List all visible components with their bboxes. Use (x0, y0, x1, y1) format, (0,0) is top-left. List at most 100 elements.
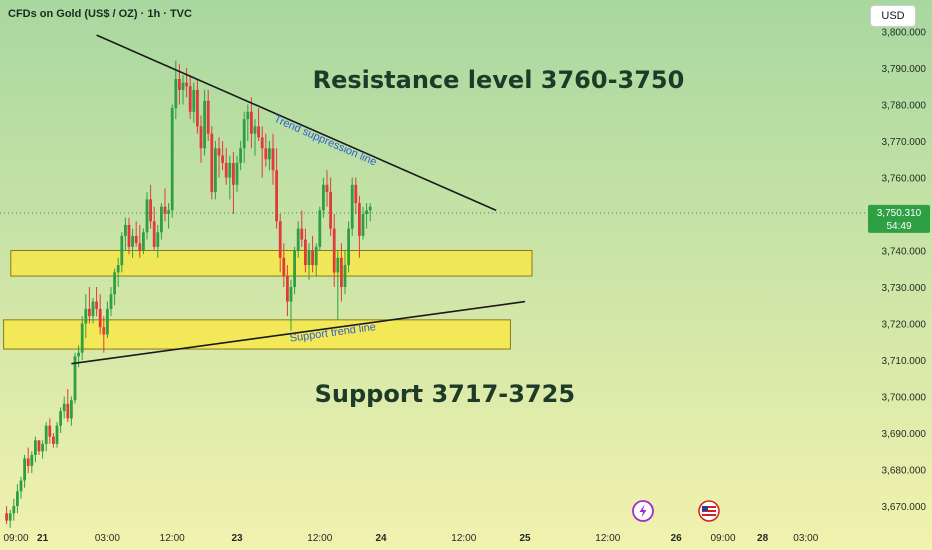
candle (365, 203, 368, 229)
candle-body (156, 232, 160, 247)
x-tick-label: 12:00 (595, 533, 620, 544)
candle-body (185, 82, 188, 87)
lightning-icon[interactable] (632, 500, 654, 522)
candle-body (98, 308, 102, 328)
resistance-annotation: Resistance level 3760-3750 (313, 66, 685, 94)
candle-body (34, 440, 37, 455)
candle-body (48, 425, 52, 437)
candle-body (145, 199, 149, 233)
candle-body (95, 301, 98, 309)
candle-body (19, 480, 23, 492)
candle-body (178, 78, 181, 90)
candle (350, 177, 354, 236)
candle (347, 221, 350, 273)
candle (304, 228, 307, 273)
candle (145, 192, 149, 240)
candle-body (242, 119, 246, 149)
candle (214, 141, 217, 200)
candle-body (228, 162, 232, 178)
candle (239, 141, 242, 171)
candle-body (152, 221, 156, 247)
candle-body (257, 126, 260, 138)
candle-body (296, 228, 300, 251)
candle-body (217, 148, 221, 156)
candle (134, 221, 138, 247)
candle (235, 155, 239, 193)
candle-body (221, 155, 224, 163)
candle-body (160, 206, 163, 233)
candle (156, 224, 160, 258)
candle (80, 316, 84, 360)
candle (8, 509, 12, 528)
candle-body (264, 148, 268, 160)
y-tick-label: 3,800.000 (882, 28, 927, 39)
candle (340, 243, 343, 302)
candle-body (278, 221, 282, 258)
symbol-title: CFDs on Gold (US$ / OZ) · 1h · TVC (8, 8, 192, 20)
candle-body (134, 235, 138, 244)
candle-body (224, 162, 228, 178)
candle-body (109, 294, 113, 309)
candle (188, 75, 192, 120)
candle-body (167, 210, 170, 214)
candle-body (347, 228, 350, 266)
candle (314, 243, 318, 277)
x-tick-label: 28 (757, 533, 769, 544)
icon-layer (632, 500, 720, 522)
candle (282, 243, 286, 287)
x-tick-label: 21 (37, 533, 49, 544)
candle-body (368, 206, 372, 211)
candle (278, 214, 282, 273)
candle (149, 184, 152, 229)
candle-body (188, 86, 192, 112)
candle (260, 126, 264, 178)
y-tick-label: 3,680.000 (882, 466, 927, 477)
candle (131, 228, 134, 258)
candle-body (131, 235, 134, 247)
candle-body (80, 323, 84, 353)
candle-body (106, 308, 109, 335)
y-tick-label: 3,670.000 (882, 502, 927, 513)
candle (19, 476, 23, 499)
candle-body (210, 133, 214, 193)
candle-body (340, 257, 343, 287)
candle (142, 228, 145, 255)
candle (206, 89, 210, 141)
candle (34, 436, 37, 463)
currency-button[interactable]: USD (870, 5, 916, 27)
candle (30, 451, 34, 474)
candle-body (275, 170, 278, 222)
candle (73, 352, 77, 404)
candle-body (26, 458, 30, 466)
candle-body (116, 265, 120, 273)
y-tick-label: 3,690.000 (882, 429, 927, 440)
candle (106, 301, 109, 339)
candle-body (350, 184, 354, 229)
candle-body (271, 148, 275, 171)
candle (84, 294, 88, 339)
x-tick-label: 23 (231, 533, 243, 544)
candle (307, 243, 311, 280)
candle-body (5, 513, 8, 521)
candle-body (336, 257, 340, 273)
y-tick-label: 3,710.000 (882, 356, 927, 367)
candle (217, 137, 221, 178)
candle (224, 148, 228, 185)
candle-body (192, 89, 196, 112)
candle-body (84, 308, 88, 324)
candle (275, 148, 278, 229)
axis-layer: 3,800.000 3,790.000 3,780.000 3,770.000 3,76… (0, 28, 930, 544)
candle-body (59, 411, 62, 426)
us-flag-icon[interactable] (698, 500, 720, 522)
candle-body (282, 257, 286, 277)
candle (160, 203, 163, 240)
candle-body (196, 89, 199, 127)
candle-body (253, 126, 257, 134)
candle (91, 297, 95, 324)
candle (242, 111, 246, 163)
candle-body (232, 162, 235, 185)
y-tick-label: 3,720.000 (882, 320, 927, 331)
candle (26, 447, 30, 474)
